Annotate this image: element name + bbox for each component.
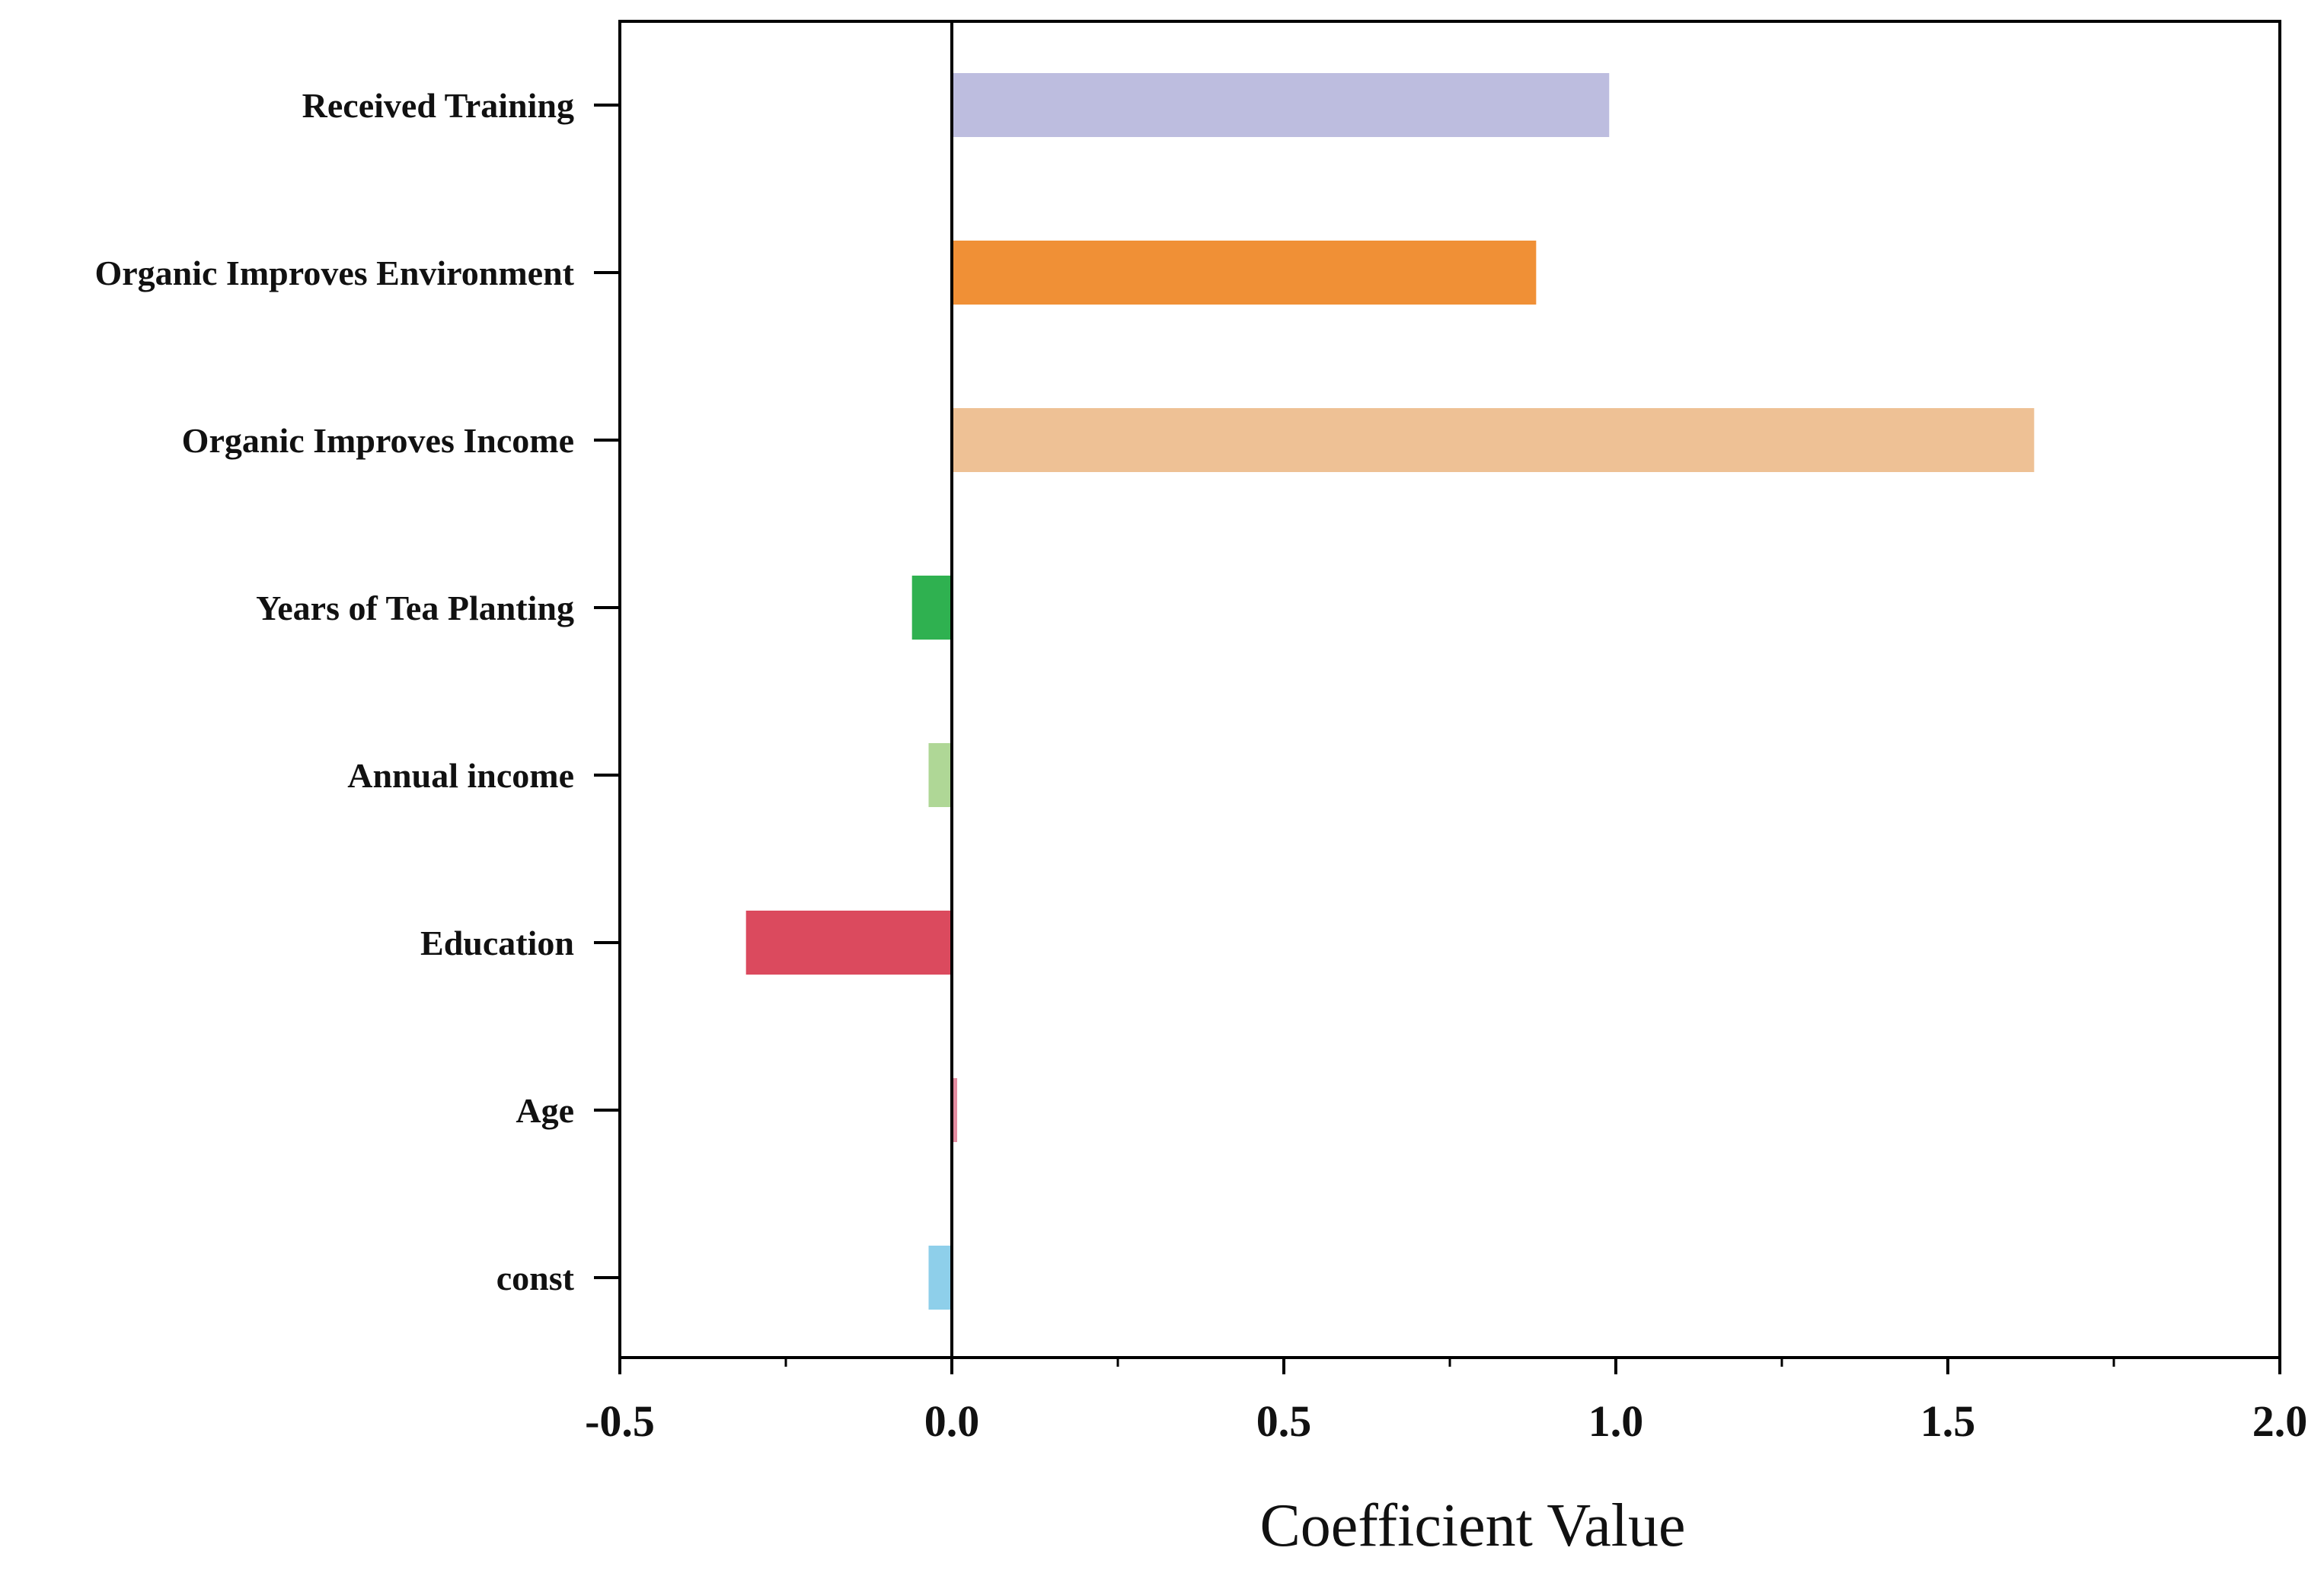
category-label-0: Received Training: [302, 86, 574, 125]
bar-3: [911, 576, 952, 640]
bar-7: [928, 1246, 952, 1310]
category-label-6: Age: [516, 1091, 574, 1130]
bar-0: [952, 73, 1610, 137]
category-labels: Received Training Organic Improves Enviro…: [94, 86, 620, 1297]
bar-4: [928, 743, 952, 807]
bar-2: [952, 408, 2035, 472]
x-tick-label-1: 0.0: [924, 1396, 980, 1446]
category-label-4: Annual income: [347, 756, 574, 795]
category-label-1: Organic Improves Environment: [94, 254, 574, 292]
bar-5: [745, 911, 952, 975]
x-tick-label-2: 0.5: [1256, 1396, 1312, 1446]
x-tick-label-4: 1.5: [1920, 1396, 1976, 1446]
x-tick-label-5: 2.0: [2252, 1396, 2308, 1446]
x-tick-label-0: -0.5: [585, 1396, 655, 1446]
x-tick-label-3: 1.0: [1588, 1396, 1644, 1446]
bar-1: [952, 241, 1537, 305]
x-axis-ticks: -0.5 0.0 0.5 1.0 1.5 2.0: [585, 1358, 2307, 1446]
x-axis-title: Coefficient Value: [1259, 1492, 1685, 1559]
category-label-7: const: [496, 1259, 575, 1297]
category-label-5: Education: [420, 924, 574, 962]
plot-frame: [618, 20, 2281, 1359]
category-label-2: Organic Improves Income: [182, 421, 574, 460]
bar-6: [952, 1078, 957, 1142]
bars-group: [745, 73, 2035, 1310]
category-label-3: Years of Tea Planting: [256, 589, 574, 627]
